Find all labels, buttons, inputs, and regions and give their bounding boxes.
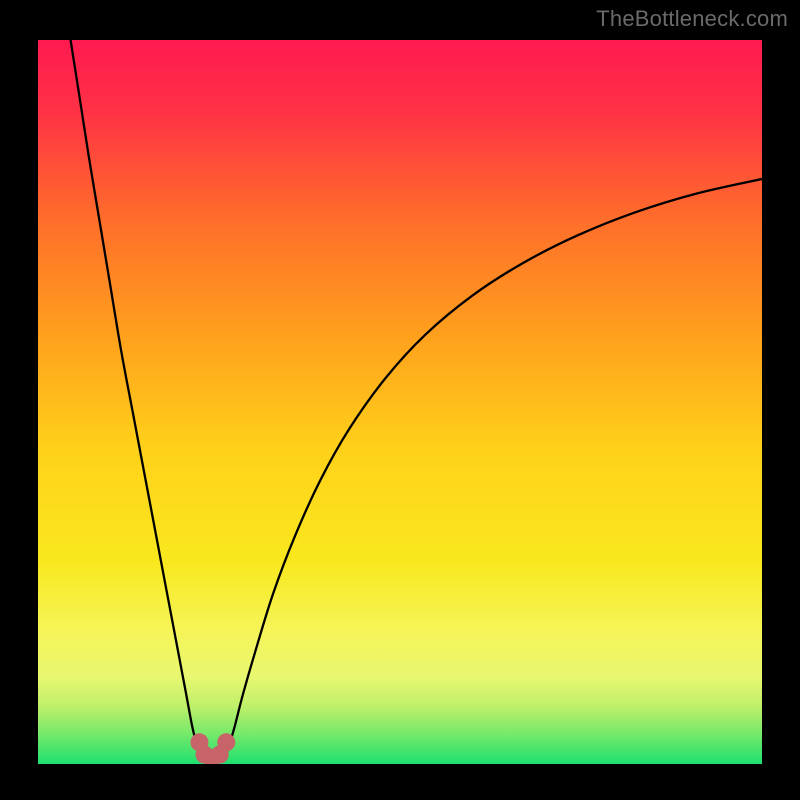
- bottleneck-chart-svg: [38, 40, 762, 764]
- chart-stage: TheBottleneck.com: [0, 0, 800, 800]
- optimal-marker: [217, 733, 235, 751]
- plot-area: [38, 40, 762, 764]
- gradient-background: [38, 40, 762, 764]
- watermark-text: TheBottleneck.com: [596, 6, 788, 32]
